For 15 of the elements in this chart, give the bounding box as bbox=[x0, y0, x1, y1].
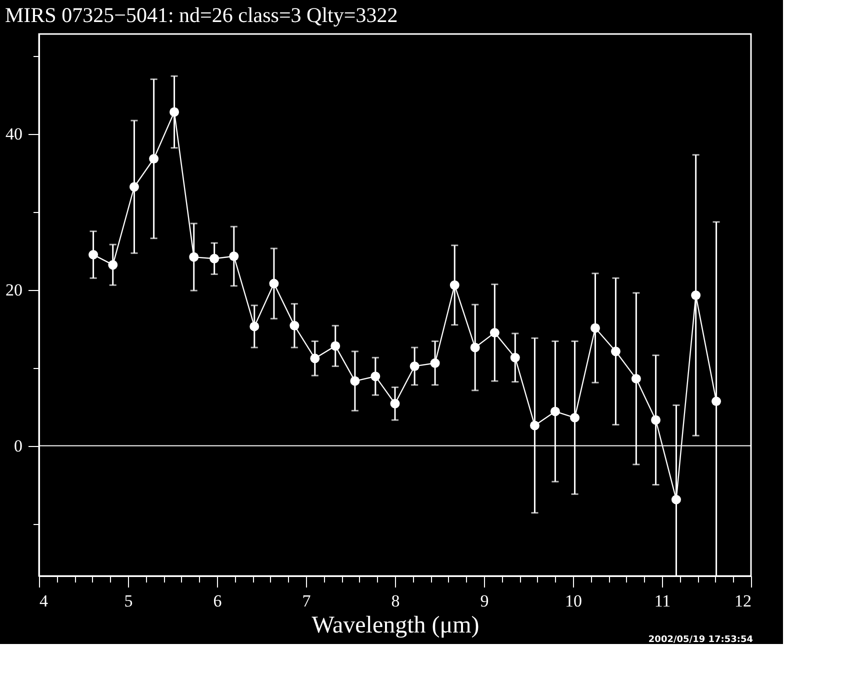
x-tick-label: 10 bbox=[565, 592, 582, 610]
x-tick-label: 5 bbox=[124, 592, 133, 610]
chart-title: MIRS 07325−5041: nd=26 class=3 Qlty=3322 bbox=[5, 3, 398, 27]
x-tick-label: 11 bbox=[654, 592, 671, 610]
x-axis-title: Wavelength (μm) bbox=[312, 612, 480, 638]
x-tick-label: 9 bbox=[480, 592, 489, 610]
x-tick-label: 8 bbox=[391, 592, 400, 610]
y-tick-label: 0 bbox=[14, 436, 22, 456]
y-tick-label: 20 bbox=[6, 280, 22, 300]
x-tick-label: 12 bbox=[734, 592, 752, 610]
y-tick-label: 40 bbox=[6, 124, 22, 144]
x-tick-label: 6 bbox=[213, 592, 222, 610]
x-tick-label: 4 bbox=[40, 592, 48, 610]
x-tick-label: 7 bbox=[302, 592, 312, 610]
text: 2002/05/19 17:53:54 bbox=[648, 635, 753, 645]
